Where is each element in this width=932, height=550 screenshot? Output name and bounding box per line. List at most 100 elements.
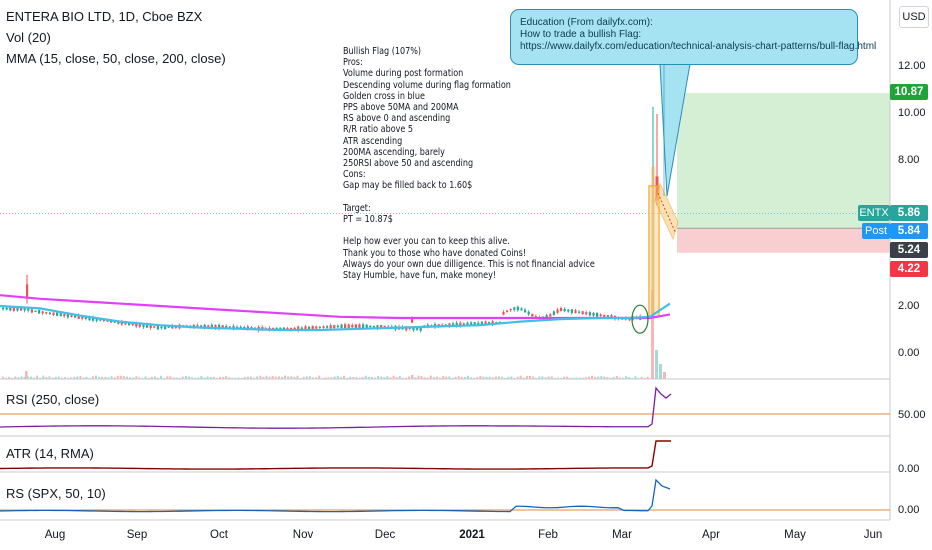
candle-body: [293, 327, 296, 330]
candle-body: [196, 325, 199, 327]
volume-bar: [370, 377, 373, 379]
candle-body: [488, 322, 491, 325]
golden-cross-circle: [631, 304, 649, 334]
volume-bar: [327, 377, 330, 379]
atr-legend[interactable]: ATR (14, RMA): [6, 446, 94, 461]
volume-bar: [60, 377, 63, 379]
candle-body: [315, 326, 318, 329]
volume-bar: [550, 376, 553, 379]
volume-bar: [408, 376, 411, 379]
volume-bar: [587, 376, 590, 379]
candle-body: [74, 315, 77, 318]
volume-bar: [138, 377, 141, 379]
candle-body: [563, 308, 566, 312]
candle-body: [207, 325, 210, 328]
candle-body: [30, 309, 33, 313]
candle-body: [77, 315, 80, 320]
volume-bar: [274, 376, 277, 379]
ma50-line: [0, 302, 671, 332]
volume-bar: [488, 376, 491, 379]
candle-body: [524, 309, 527, 313]
callout-line-1: Education (From dailyfx.com):: [520, 17, 653, 28]
volume-bar: [42, 375, 45, 379]
currency-button[interactable]: USD: [899, 6, 929, 28]
candle-body: [596, 312, 599, 317]
volume-bar: [48, 376, 51, 379]
volume-bar: [470, 377, 473, 379]
volume-bar: [501, 376, 504, 379]
volume-bar: [2, 376, 4, 379]
volume-bar: [442, 375, 445, 379]
x-tick: Mar: [612, 529, 632, 541]
volume-bar: [655, 350, 658, 379]
candle-body: [340, 324, 343, 329]
education-callout[interactable]: Education (From dailyfx.com): How to tra…: [510, 9, 877, 65]
volume-bar: [405, 377, 407, 379]
atr-line: [0, 440, 671, 470]
volume-bar: [600, 376, 603, 379]
volume-bar: [228, 377, 231, 379]
volume-bar: [346, 377, 349, 379]
volume-bar: [191, 377, 194, 379]
volume-bar: [110, 376, 113, 379]
candle-body: [23, 308, 26, 311]
candle-body: [92, 317, 95, 321]
candle-body: [509, 308, 512, 311]
volume-bar: [547, 376, 550, 379]
flag-pole-fill: [649, 186, 659, 317]
volume-bar: [615, 376, 618, 379]
candle-body: [416, 327, 419, 330]
volume-bar: [219, 376, 221, 379]
rsi-legend[interactable]: RSI (250, close): [6, 392, 100, 407]
volume-bar: [234, 377, 237, 379]
volume-bar: [141, 377, 144, 379]
candle-body: [225, 325, 228, 329]
candle-body: [581, 311, 584, 315]
volume-bar: [188, 376, 190, 379]
rsi-line: [0, 386, 672, 429]
candle-body: [5, 307, 8, 310]
mma-legend[interactable]: MMA (15, close, 50, close, 200, close): [6, 51, 226, 66]
volume-bar: [445, 376, 448, 379]
x-tick: Nov: [292, 529, 314, 541]
volume-bar: [212, 376, 215, 379]
candle-body: [297, 326, 300, 331]
candle-body: [502, 311, 505, 315]
volume-bar: [113, 377, 116, 379]
candle-body: [146, 324, 149, 328]
callout-url[interactable]: https://www.dailyfx.com/education/techni…: [520, 41, 877, 52]
volume-bar: [321, 377, 324, 379]
volume-bar: [240, 377, 243, 379]
volume-bar: [560, 377, 562, 379]
candle-body: [347, 324, 350, 328]
volume-bar: [237, 377, 240, 379]
volume-bar: [473, 377, 476, 379]
candle-body: [156, 325, 159, 330]
volume-bar: [45, 376, 48, 379]
candle-body: [567, 309, 570, 312]
candle-body: [372, 325, 375, 328]
entry-price-tag: 5.24: [890, 242, 928, 258]
volume-bar: [389, 377, 392, 379]
volume-bar: [203, 377, 206, 379]
candle-body: [419, 326, 422, 331]
volume-legend[interactable]: Vol (20): [6, 30, 51, 45]
candle-body: [221, 325, 224, 329]
candle-body: [52, 312, 55, 316]
volume-bar: [485, 376, 488, 379]
candle-body: [411, 316, 414, 323]
candle-body: [480, 321, 483, 326]
candle-body: [556, 309, 559, 313]
candle-body: [578, 311, 581, 313]
volume-bar: [169, 376, 172, 379]
volume-bar: [284, 375, 287, 379]
volume-bar: [401, 377, 404, 379]
rs-legend[interactable]: RS (SPX, 50, 10): [6, 486, 106, 501]
volume-bar: [256, 376, 259, 379]
y-tick: 8.00: [898, 154, 920, 166]
candle-body: [41, 311, 44, 314]
volume-bar: [479, 375, 482, 379]
volume-bar: [612, 376, 615, 379]
volume-bar: [395, 377, 398, 379]
last-price-tag: 5.86: [890, 205, 928, 221]
